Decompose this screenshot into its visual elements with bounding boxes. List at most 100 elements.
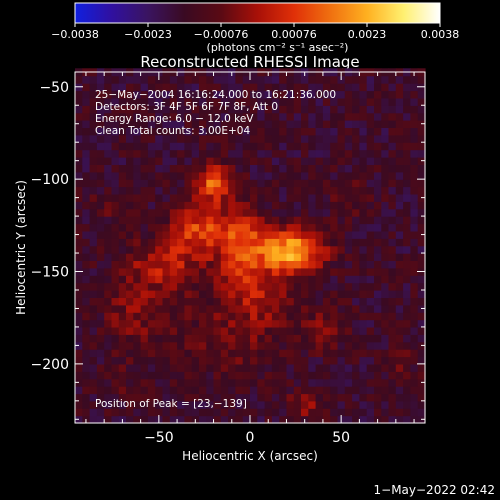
heatmap-cell [162,97,171,106]
heatmap-cell [344,408,353,417]
heatmap-cell [111,408,120,417]
heatmap-cell [140,171,149,180]
heatmap-cell [388,112,397,121]
heatmap-cell [308,312,317,321]
heatmap-cell [308,208,317,217]
heatmap-cell [250,415,258,424]
heatmap-cell [126,179,134,188]
heatmap-cell [82,127,91,136]
heatmap-cell [344,201,353,210]
heatmap-cell [250,393,258,402]
heatmap-cell [250,75,258,84]
heatmap-cell [352,127,360,136]
heatmap-cell [75,223,83,232]
heatmap-cell [301,223,309,232]
heatmap-cell [104,230,113,239]
heatmap-cell [388,179,397,188]
heatmap-cell [381,356,390,365]
heatmap-cell [257,319,266,328]
heatmap-cell [271,75,280,84]
heatmap-cell [118,127,127,136]
heatmap-cell [250,282,258,291]
heatmap-cell [206,260,215,269]
heatmap-cell [293,400,302,409]
heatmap-cell [147,171,156,180]
heatmap-cell [330,90,339,99]
heatmap-cell [322,304,331,313]
heatmap-cell [388,282,397,291]
heatmap-cell [359,142,368,151]
heatmap-cell [104,97,113,106]
heatmap-cell [126,341,134,350]
heatmap-cell [359,415,368,424]
heatmap-cell [155,290,164,298]
heatmap-cell [228,75,236,84]
heatmap-cell [344,230,353,239]
heatmap-cell [220,112,229,121]
heatmap-cell [111,400,120,409]
heatmap-cell [264,245,273,254]
heatmap-cell [337,349,346,358]
heatmap-cell [337,120,346,128]
heatmap-cell [133,334,142,343]
heatmap-cell [177,415,185,424]
heatmap-cell [337,112,346,121]
heatmap-cell [169,186,178,195]
heatmap-cell [403,349,411,358]
heatmap-cell [133,134,142,143]
heatmap-cell [271,356,280,365]
heatmap-cell [191,149,200,158]
heatmap-cell [359,378,368,387]
heatmap-cell [330,253,339,261]
heatmap-cell [271,386,280,395]
heatmap-cell [147,75,156,84]
colorbar-tick-label: 0.00076 [271,28,317,41]
heatmap-cell [388,267,397,276]
heatmap-cell [206,134,215,143]
heatmap-cell [147,267,156,276]
heatmap-cell [410,193,419,202]
heatmap-cell [140,201,149,210]
heatmap-cell [250,186,258,195]
heatmap-cell [75,297,83,306]
heatmap-cell [155,393,164,402]
heatmap-cell [89,127,98,136]
heatmap-cell [344,415,353,424]
heatmap-cell [315,415,324,424]
heatmap-cell [264,157,273,165]
heatmap-cell [126,83,134,92]
heatmap-cell [104,408,113,417]
heatmap-cell [206,326,215,335]
heatmap-cell [213,186,222,195]
heatmap-cell [133,386,142,395]
heatmap-cell [191,112,200,121]
heatmap-cell [271,319,280,328]
heatmap-cell [410,171,419,180]
heatmap-cell [366,386,375,395]
heatmap-cell [410,267,419,276]
heatmap-cell [118,297,127,306]
heatmap-cell [264,378,273,387]
heatmap-cell [381,97,390,106]
heatmap-cell [403,179,411,188]
heatmap-cell [126,216,134,225]
heatmap-cell [191,245,200,254]
heatmap-cell [191,83,200,92]
heatmap-cell [381,326,390,335]
heatmap-cell [388,186,397,195]
heatmap-cell [213,267,222,276]
heatmap-cell [235,238,244,247]
heatmap-cell [308,349,317,358]
heatmap-cell [344,378,353,387]
heatmap-cell [235,319,244,328]
heatmap-cell [410,297,419,306]
heatmap-cell [184,223,193,232]
heatmap-cell [322,142,331,151]
heatmap-cell [228,112,236,121]
heatmap-cell [89,260,98,269]
heatmap-cell [191,378,200,387]
heatmap-cell [286,186,295,195]
heatmap-cell [155,386,164,395]
heatmap-cell [381,282,390,291]
heatmap-cell [206,97,215,106]
